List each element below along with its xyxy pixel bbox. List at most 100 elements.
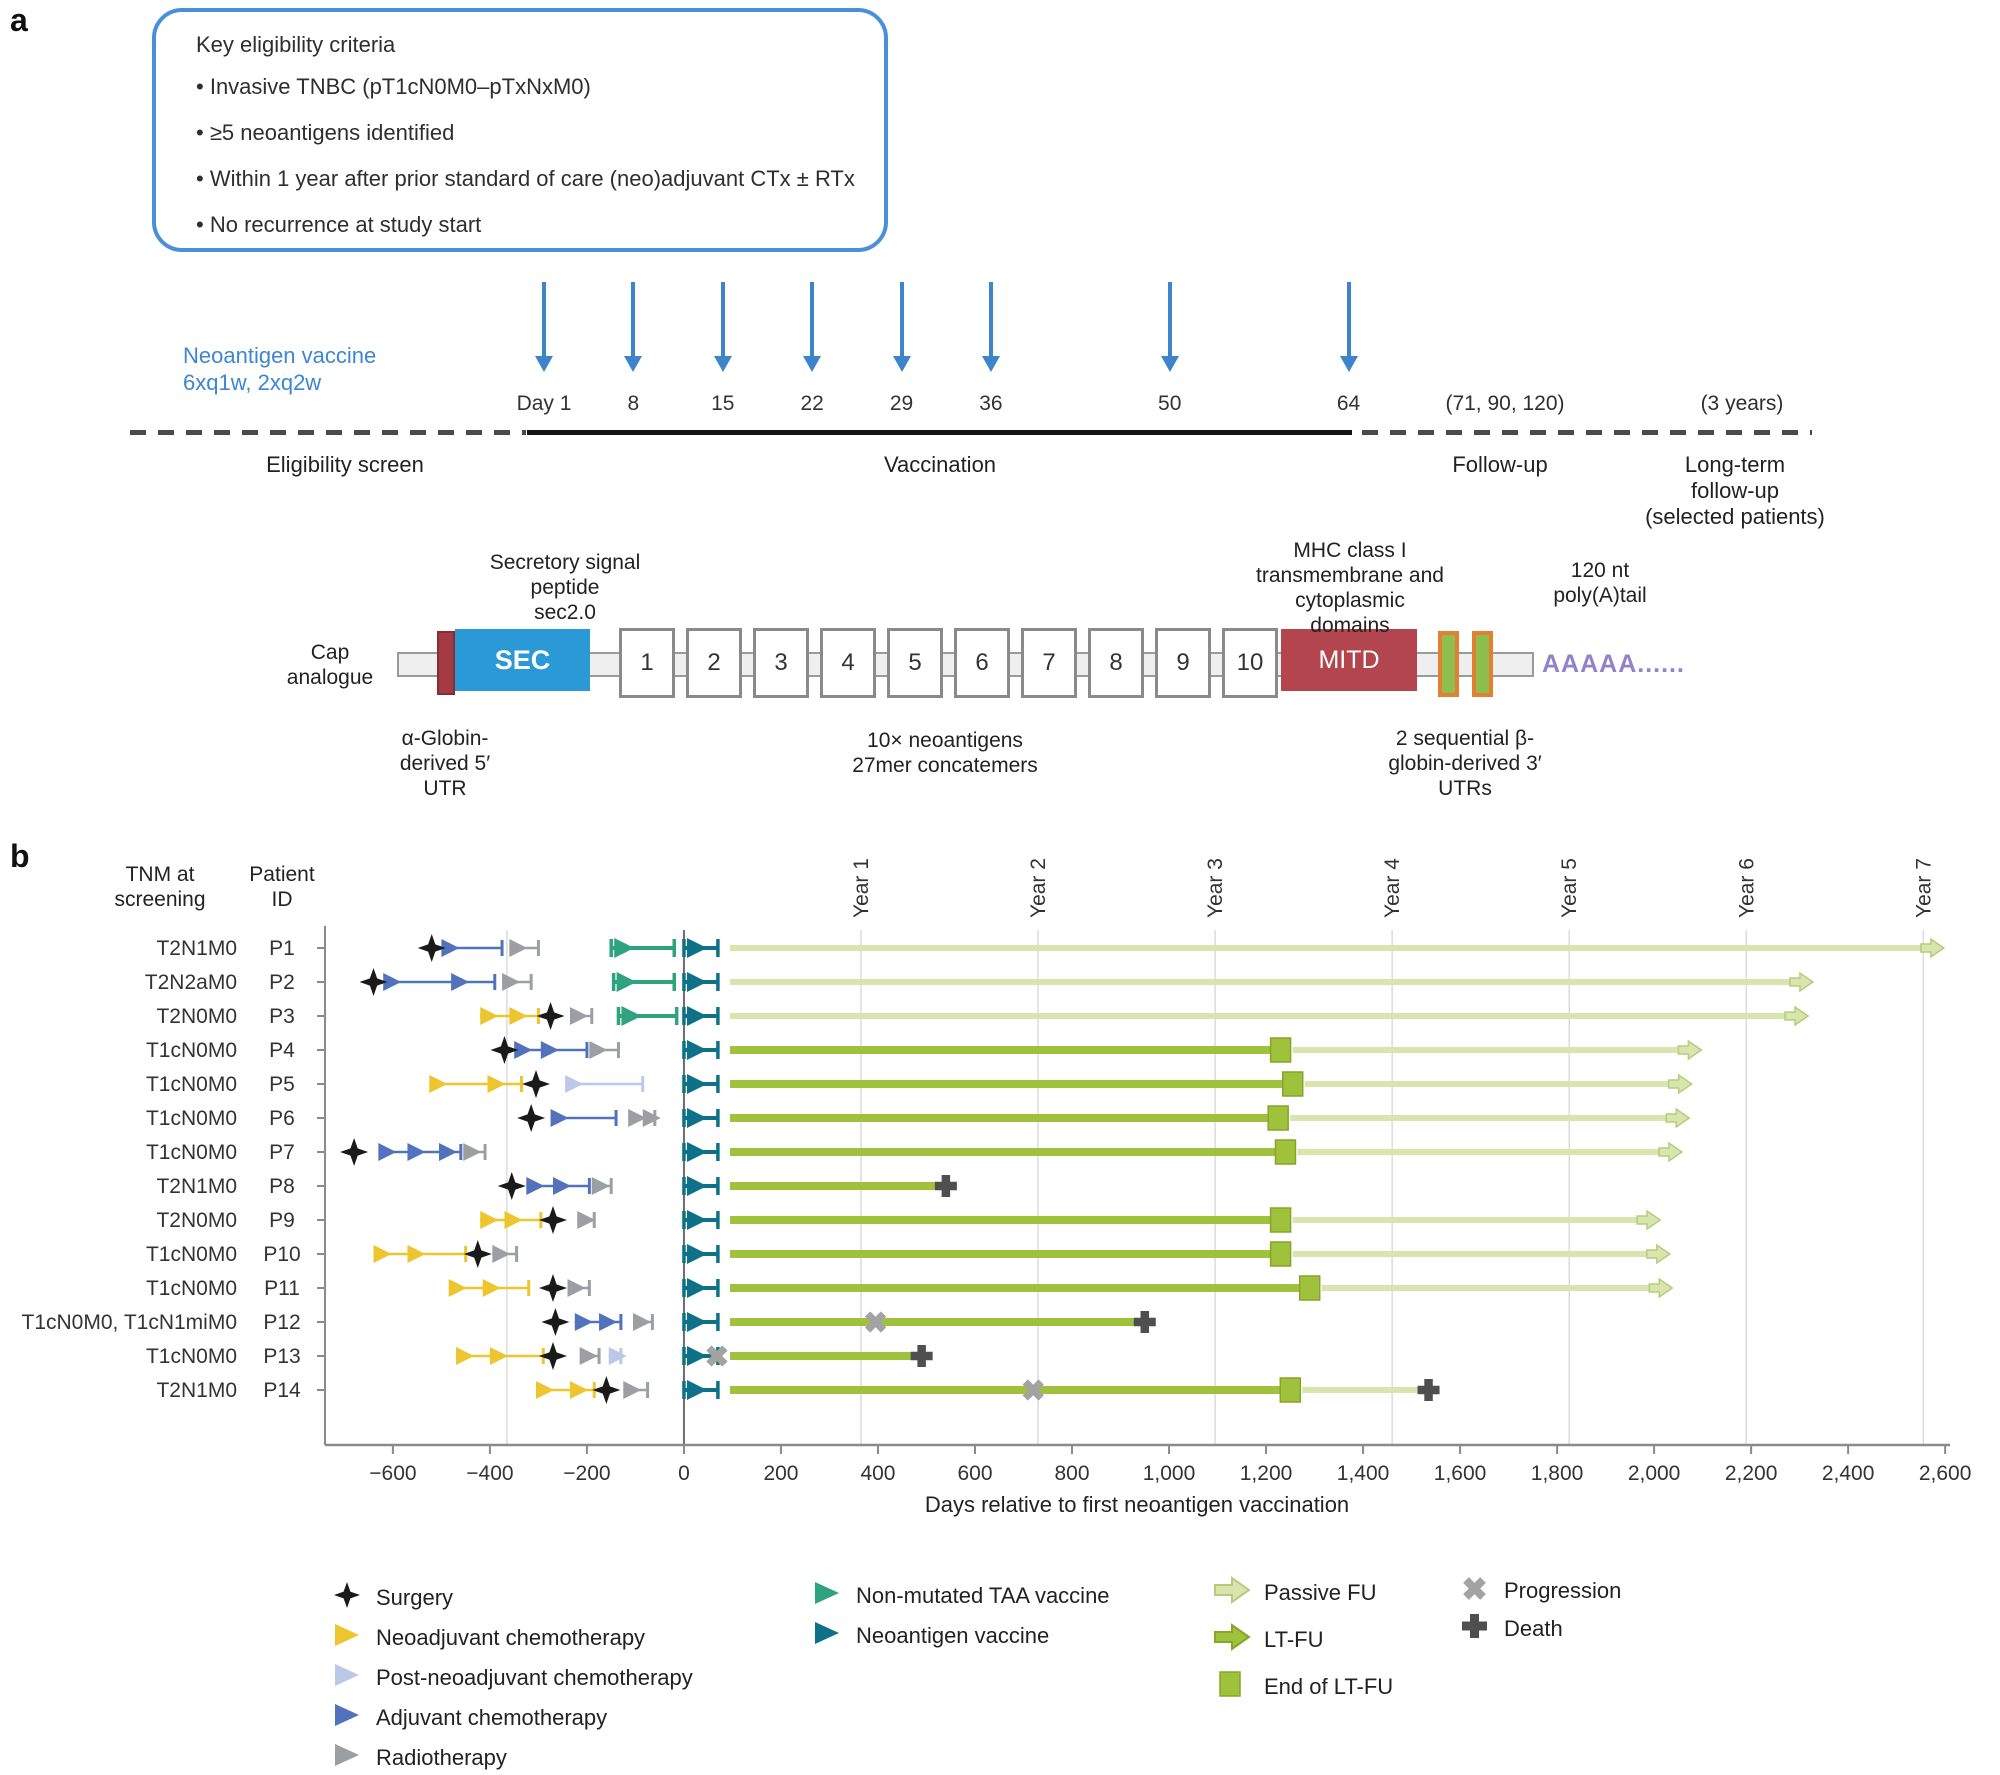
tnm-label: T1cN0M0 [146,1243,237,1266]
followup-visit-days: (71, 90, 120) [1445,392,1565,415]
tnm-label: T2N2aM0 [145,971,237,994]
legend-item-tri_adj: Adjuvant chemotherapy [330,1700,607,1735]
legend-label: Neoadjuvant chemotherapy [376,1624,646,1650]
passive-fu-arrow-icon [1658,1141,1684,1163]
year-label: Year 4 [1381,858,1404,918]
taa-vaccine-segment [616,1006,679,1026]
postneo-arrow-icon [608,1347,627,1365]
dose-arrow-shaft [720,282,725,358]
legend-item-tri_taa: Non-mutated TAA vaccine [810,1578,1110,1613]
timeline-dashed-screening [130,430,526,435]
cap-analogue-label: Cap analogue [286,641,374,689]
x-tick-label: 1,200 [1240,1462,1293,1485]
phase-longterm-followup: Long-term follow-up (selected patients) [1645,452,1825,529]
mitd-box: MITD [1281,629,1417,691]
timeline-dashed-followup [1362,430,1812,435]
legend-item-tri_vax: Neoantigen vaccine [810,1618,1049,1653]
surgery-star-icon [538,1274,567,1302]
dose-arrow-head-icon [713,356,732,372]
eligibility-title: Key eligibility criteria [196,32,396,57]
radio-arrow-icon [509,939,528,957]
adj-arrow-icon [378,1143,397,1161]
neoadj-arrow-icon [536,1381,555,1399]
radio-arrow-icon [579,1347,598,1365]
tnm-label: T1cN0M0 [146,1073,237,1096]
x-tick-label: 400 [860,1462,895,1485]
tnm-label: T1cN0M0 [146,1039,237,1062]
neoadj-arrow-icon [373,1245,392,1263]
eligibility-bullet: Invasive TNBC (pT1cN0M0–pTxNxM0) [196,74,591,100]
patient-id-label: P12 [263,1311,300,1334]
polya-label: 120 nt poly(A)tail [1553,559,1647,607]
radio-arrow-icon [589,1041,608,1059]
passive-fu-arrow-icon [1667,1073,1693,1095]
sec-signal-peptide-box: SEC [455,629,590,691]
neoantigen-box-8: 8 [1088,628,1144,698]
neoantigen-box-4: 4 [820,628,876,698]
surgery-star-icon [541,1308,570,1336]
dose-arrow-shaft [810,282,815,358]
legend-label: Non-mutated TAA vaccine [856,1582,1110,1608]
surgery-star-icon [463,1240,492,1268]
eligibility-bullet: No recurrence at study start [196,212,481,238]
neoantigen-vaccine-segment [682,938,720,958]
adj-arrow-icon [438,1143,457,1161]
end-of-ltfu-square-icon [1269,1207,1292,1233]
taa-vaccine-segment [609,938,677,958]
patient-id-label: P7 [269,1141,295,1164]
dose-day-label: 15 [711,392,735,415]
panel-b-label: b [10,838,30,874]
arrow_lt-icon [1212,1622,1252,1657]
patient-id-label: P3 [269,1005,295,1028]
utr5-label: α-Globin- derived 5′ UTR [399,727,491,800]
passive-fu-arrow-icon [1784,1005,1810,1027]
dose-day-label: 36 [979,392,1003,415]
radio-arrow-icon [577,1211,596,1229]
surgery-icon [330,1580,364,1615]
dose-arrow-head-icon [535,356,553,372]
vaccine-schedule-annotation: Neoantigen vaccine 6xq1w, 2xq2w [183,343,377,395]
death-plus-icon [1133,1311,1156,1333]
tri_vax-icon [810,1618,844,1653]
triangle-icon [815,1582,839,1604]
surgery-star-icon [522,1070,551,1098]
eligibility-bullet: ≥5 neoantigens identified [196,120,454,146]
eligibility-bullet: Within 1 year after prior standard of ca… [196,166,855,192]
utr3-bar-2 [1472,631,1493,697]
tri_taa-icon [810,1578,844,1613]
patient-row-P3: T2N0M0 P3 [156,1002,1810,1030]
legend-label: Post-neoadjuvant chemotherapy [376,1664,693,1690]
neoantigen-vaccine-segment [682,1210,720,1230]
progression-x-icon [706,1345,728,1367]
death-plus-icon [934,1175,957,1197]
x-tick-label: 2,000 [1628,1462,1681,1485]
neoadj-arrow-icon [448,1279,467,1297]
adj-arrow-icon [451,973,470,991]
patient-row-P6: T1cN0M0 P6 [146,1104,1691,1132]
neoantigen-vaccine-segment [682,1142,720,1162]
patient-row-P1: T2N1M0 P1 [156,934,1946,962]
x-tick-label: 1,000 [1143,1462,1196,1485]
year-label: Year 2 [1027,858,1050,918]
x-axis-title: Days relative to first neoantigen vaccin… [924,1492,1350,1517]
radio-arrow-icon [628,1109,647,1127]
dose-arrow-shaft [988,282,993,358]
dose-arrow-head-icon [981,356,1000,372]
patient-id-label: P14 [263,1379,301,1402]
legend-item-tri_radio: Radiotherapy [330,1740,507,1775]
x-tick-label: 1,600 [1434,1462,1487,1485]
neoantigen-vaccine-segment [682,972,720,992]
x-tick-label: 1,400 [1337,1462,1390,1485]
adj-arrow-icon [526,1177,545,1195]
radio-arrow-icon [591,1177,610,1195]
neoantigen-vaccine-segment [682,1278,720,1298]
dose-arrow-shaft [631,282,636,358]
death-plus-icon [910,1345,933,1367]
legend-label: Progression [1504,1577,1622,1603]
panel-a-label: a [10,2,28,38]
year-label: Year 1 [850,858,873,918]
patient-row-P5: T1cN0M0 P5 [146,1070,1693,1098]
passive-fu-arrow-icon [1665,1107,1691,1129]
patient-row-P10: T1cN0M0 P10 [146,1240,1672,1268]
